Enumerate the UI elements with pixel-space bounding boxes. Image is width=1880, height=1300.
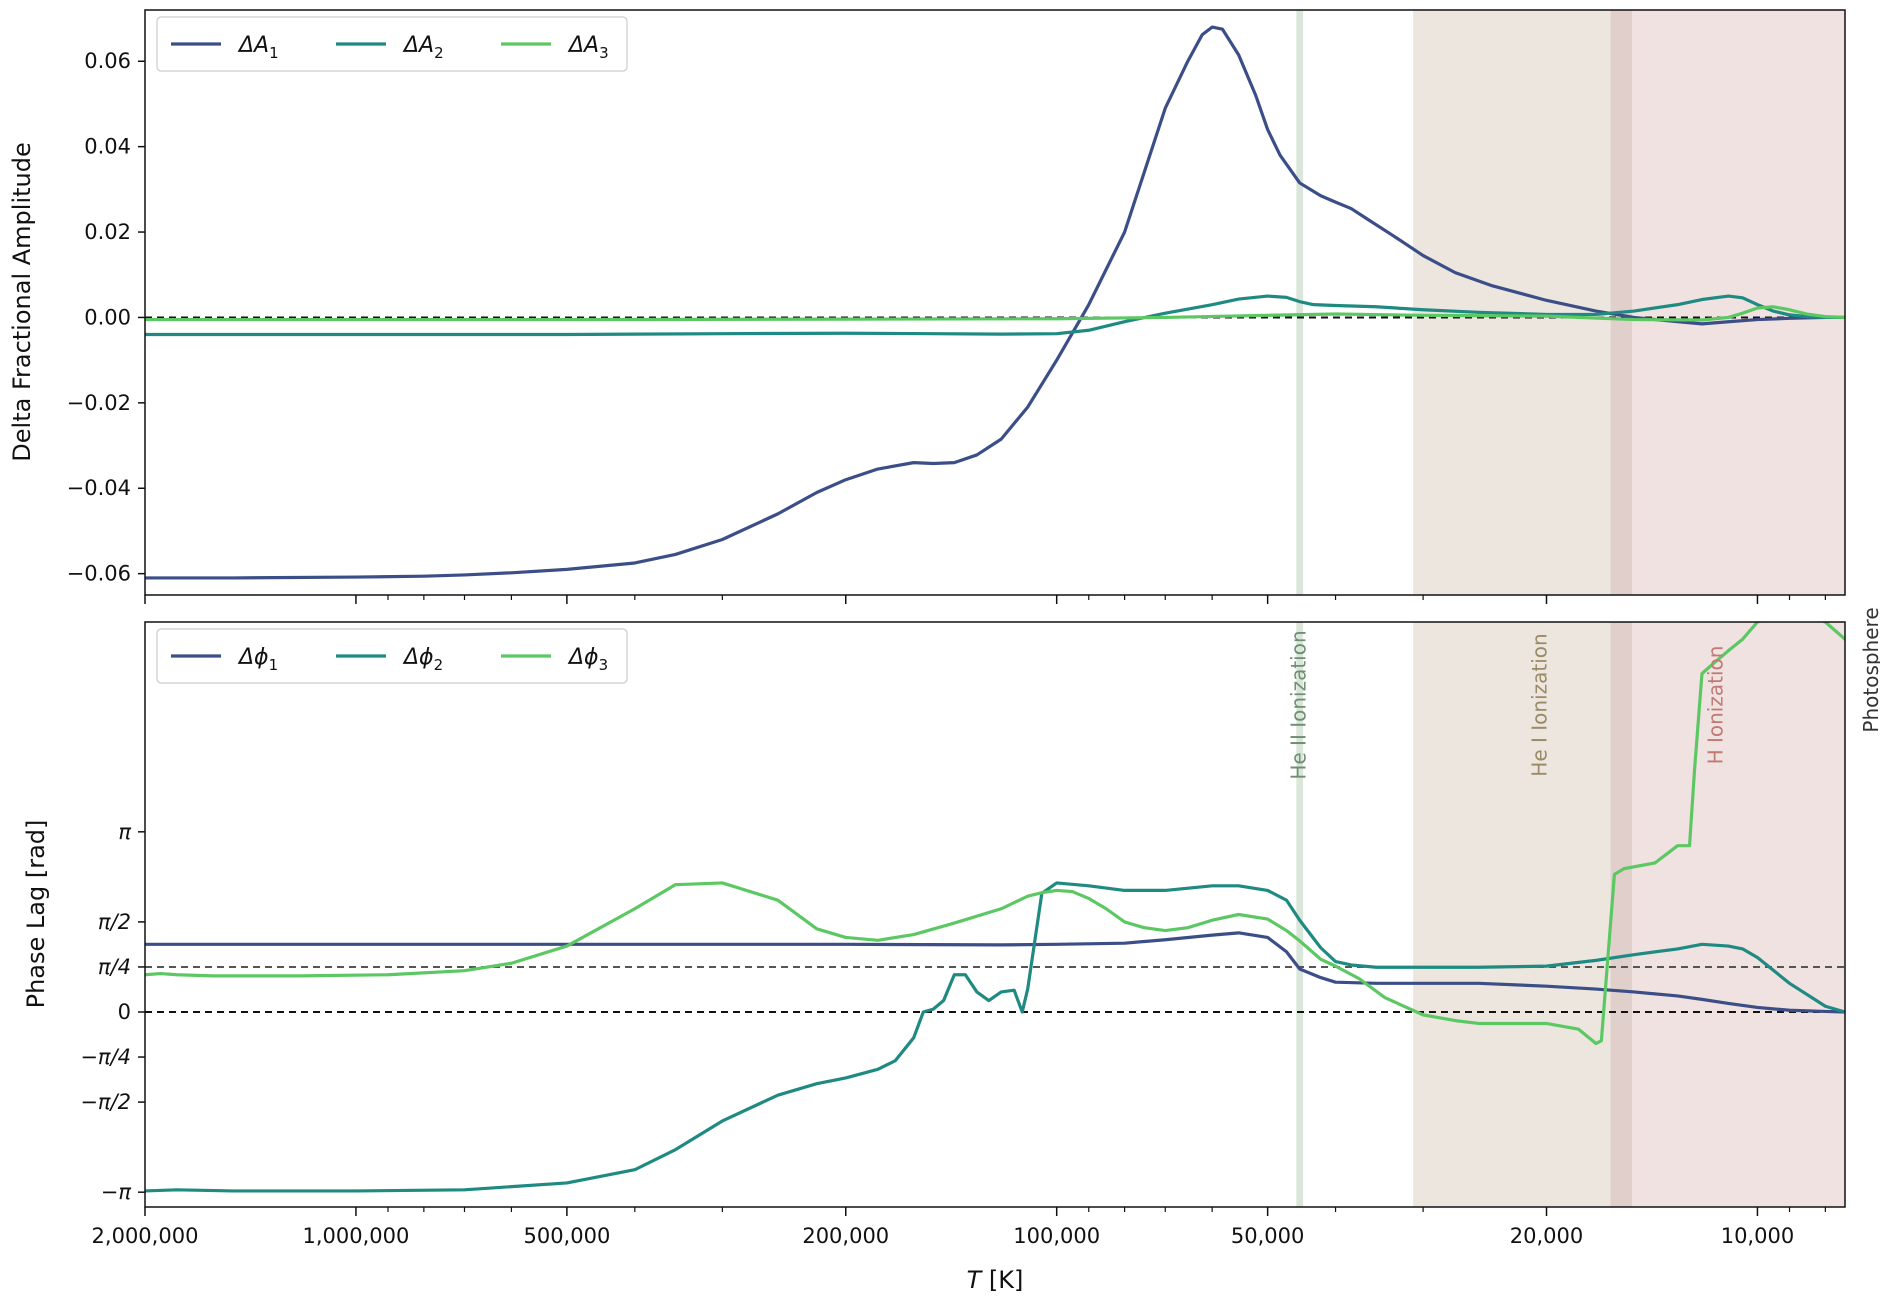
- x-axis-label-unit: [K]: [981, 1266, 1023, 1294]
- legend-label-2: Δϕ2: [402, 645, 443, 674]
- x-tick-label: 200,000: [802, 1224, 889, 1248]
- y-tick-label: −π/4: [80, 1045, 131, 1069]
- x-tick-label: 500,000: [523, 1224, 610, 1248]
- phase-axes-frame: [144, 621, 1846, 1208]
- y-tick-label: −0.04: [67, 476, 131, 500]
- x-tick-label: 2,000,000: [92, 1224, 199, 1248]
- y-tick-label: −π: [101, 1180, 132, 1204]
- y-tick-label: 0.06: [84, 49, 131, 73]
- legend-label-3: ΔA3: [567, 33, 609, 62]
- series-line-b-3: [145, 622, 1845, 1046]
- phase-y-label: Phase Lag [rad]: [22, 820, 50, 1009]
- region-label-1: He I Ionization: [1528, 633, 1552, 776]
- legend-label-2: ΔA2: [402, 33, 444, 62]
- amplitude-y-label: Delta Fractional Amplitude: [8, 142, 36, 461]
- legend-label-1: ΔA1: [237, 33, 279, 62]
- region-band-0: [1296, 622, 1304, 1207]
- legend-box: [156, 628, 628, 684]
- x-axis-label: T [K]: [967, 1266, 1024, 1294]
- phase-series: [145, 622, 1845, 1193]
- x-axis-label-symbol: T: [967, 1266, 984, 1294]
- y-tick-label: π: [118, 820, 131, 844]
- legend-label-3: Δϕ3: [567, 645, 608, 674]
- region-band-2: [1626, 10, 1845, 595]
- phase-y-ticks: −π −π/2 −π/4 0 π/4 π/2 π: [80, 820, 145, 1204]
- y-tick-label: π/2: [98, 910, 131, 934]
- x-tick-label: 20,000: [1510, 1224, 1583, 1248]
- y-tick-label: π/4: [98, 955, 131, 979]
- phase-panel: −π −π/2 −π/4 0 π/4 π/2 π 2,000,000 1,000,000 500…: [22, 607, 1880, 1294]
- x-tick-label: 50,000: [1231, 1224, 1304, 1248]
- series-line-a-3: [145, 305, 1845, 322]
- ionization-bands-bottom: [1296, 622, 1845, 1207]
- y-tick-label: 0.00: [84, 305, 131, 329]
- legend-box: [156, 16, 628, 72]
- y-tick-label: −0.02: [67, 391, 131, 415]
- amplitude-axes-frame: [144, 9, 1846, 596]
- amplitude-panel: −0.06 −0.04 −0.02 0.00 0.02 0.04 0.06 Delta Fr…: [8, 9, 1846, 604]
- series-line-a-1: [145, 25, 1845, 580]
- ionization-bands-top: [1296, 10, 1845, 595]
- phase-x-ticks: 2,000,000 1,000,000 500,000 200,000 100,000 5…: [92, 1207, 1826, 1248]
- legend-label-1: Δϕ1: [237, 645, 278, 674]
- region-labels: He II Ionization He I Ionization H Ionizat…: [1287, 607, 1880, 779]
- region-band-1: [1413, 10, 1627, 595]
- y-tick-label: −π/2: [80, 1090, 131, 1114]
- region-label-2: H Ionization: [1704, 646, 1728, 765]
- x-tick-label: 100,000: [1013, 1224, 1100, 1248]
- y-tick-label: 0.04: [84, 135, 131, 159]
- y-tick-label: −0.06: [67, 562, 131, 586]
- y-tick-label: 0: [118, 1000, 131, 1024]
- amplitude-legend: ΔA1 ΔA2 ΔA3: [156, 16, 628, 72]
- series-line-b-1: [145, 931, 1845, 1014]
- region-label-0: He II Ionization: [1287, 630, 1311, 779]
- amplitude-x-ticks: [144, 595, 1826, 604]
- y-tick-label: 0.02: [84, 220, 131, 244]
- x-tick-label: 1,000,000: [303, 1224, 410, 1248]
- x-tick-label: 10,000: [1721, 1224, 1794, 1248]
- region-band-2: [1626, 622, 1845, 1207]
- amplitude-y-ticks: −0.06 −0.04 −0.02 0.00 0.02 0.04 0.06: [67, 49, 145, 586]
- amplitude-series: [145, 25, 1845, 580]
- phase-legend: Δϕ1 Δϕ2 Δϕ3: [156, 628, 628, 684]
- region-overlap-band: [1610, 10, 1633, 595]
- region-band-1: [1413, 622, 1627, 1207]
- region-label-3: Photosphere: [1859, 607, 1880, 732]
- series-line-a-2: [145, 294, 1845, 337]
- reference-lines-bottom: [145, 965, 1845, 1013]
- region-overlap-band: [1610, 622, 1633, 1207]
